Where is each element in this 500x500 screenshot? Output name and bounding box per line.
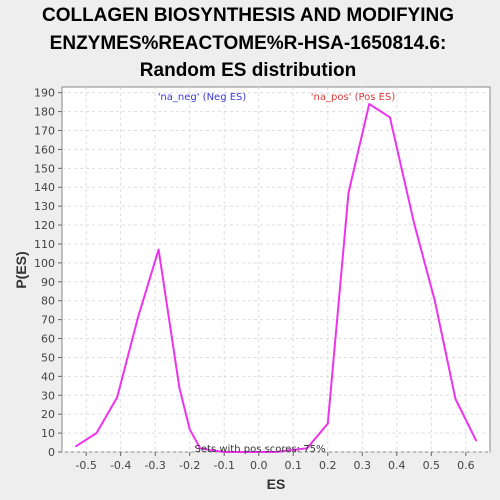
data-point: [306, 447, 308, 450]
y-tick-label: 70: [41, 314, 55, 327]
chart-title-line-1: COLLAGEN BIOSYNTHESIS AND MODIFYING: [42, 5, 454, 26]
x-tick-label: 0.6: [457, 459, 475, 472]
data-point: [188, 428, 191, 431]
axis-ticks: -0.5 -0.4 -0.3 -0.2 -0.1 0.0 0.1 0.2 0.3 0.4 0.5 0.…: [34, 87, 475, 472]
data-point: [157, 248, 160, 251]
x-tick-label: -0.1: [213, 459, 234, 472]
y-tick-label: 90: [41, 276, 55, 289]
x-tick-label: -0.2: [179, 459, 200, 472]
y-tick-label: 140: [34, 181, 55, 194]
y-tick-label: 150: [34, 162, 55, 175]
x-tick-label: 0.1: [285, 459, 303, 472]
data-point: [389, 116, 391, 119]
y-tick-label: 160: [34, 143, 55, 156]
x-tick-label: 0.2: [319, 459, 337, 472]
chart-title-line-3: Random ES distribution: [140, 60, 356, 81]
data-point: [368, 103, 370, 105]
data-point: [223, 451, 226, 453]
y-tick-label: 110: [34, 238, 55, 251]
data-point: [454, 398, 457, 400]
data-point: [95, 432, 98, 434]
y-tick-label: 30: [41, 389, 55, 402]
pos-scores-annotation: Sets with pos scores: 75%: [195, 444, 326, 455]
plot-area: [61, 86, 491, 453]
data-point: [199, 447, 201, 450]
data-point: [137, 316, 139, 319]
y-tick-label: 20: [41, 408, 55, 421]
x-tick-label: 0.4: [388, 459, 406, 472]
data-point: [326, 422, 329, 425]
y-tick-label: 100: [34, 257, 55, 270]
legend-pos-entry: 'na_pos' (Pos ES): [311, 92, 396, 103]
chart-title-line-2: ENZYMES%REACTOME%R-HSA-1650814.6:: [50, 33, 447, 54]
y-tick-label: 190: [34, 87, 55, 100]
y-tick-label: 120: [34, 219, 55, 232]
x-tick-label: 0.0: [250, 459, 268, 472]
data-point: [275, 451, 277, 453]
x-tick-label: -0.5: [75, 459, 96, 472]
y-tick-label: 10: [41, 427, 55, 440]
y-tick-label: 0: [48, 446, 55, 459]
y-tick-label: 60: [41, 333, 55, 346]
legend-neg-entry: 'na_neg' (Neg ES): [158, 92, 247, 103]
data-point: [413, 222, 415, 224]
y-tick-label: 80: [41, 295, 55, 308]
data-point: [347, 192, 350, 194]
data-point: [209, 449, 212, 451]
x-tick-label: -0.4: [110, 459, 131, 472]
x-tick-label: 0.5: [423, 459, 441, 472]
y-tick-label: 50: [41, 351, 55, 364]
data-point: [116, 396, 119, 398]
x-tick-label: -0.3: [144, 459, 165, 472]
y-tick-label: 130: [34, 200, 55, 213]
data-point: [475, 439, 477, 442]
y-tick-label: 170: [34, 124, 55, 137]
x-tick-label: 0.3: [354, 459, 372, 472]
data-point: [75, 445, 77, 448]
y-tick-label: 40: [41, 370, 55, 383]
x-axis-label: ES: [267, 476, 286, 492]
data-point: [178, 386, 181, 389]
data-point: [433, 299, 436, 302]
y-tick-label: 180: [34, 106, 55, 119]
es-distribution-line: [75, 103, 478, 453]
series-layer: [75, 103, 478, 453]
y-axis-label: P(ES): [13, 251, 29, 288]
